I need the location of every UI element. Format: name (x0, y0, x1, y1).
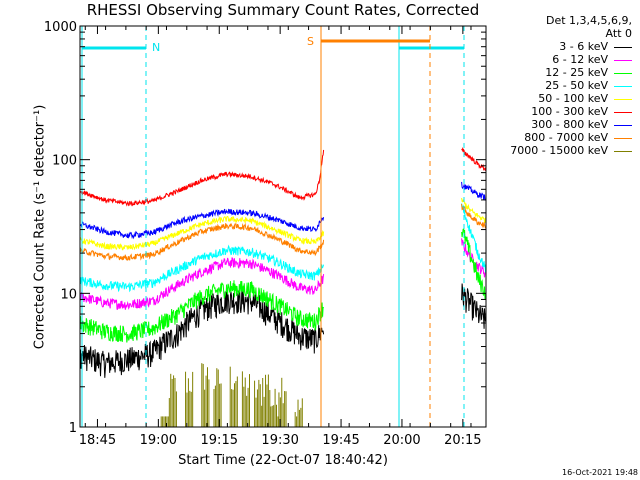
legend-entry: 300 - 800 keV (510, 118, 632, 131)
x-axis-label: Start Time (22-Oct-07 18:40:42) (178, 453, 388, 468)
legend-entry: 3 - 6 keV (510, 40, 632, 53)
legend: Det 1,3,4,5,6,9, Att 0 3 - 6 keV 6 - 12 k… (510, 14, 632, 157)
legend-label: 800 - 7000 keV (524, 131, 608, 144)
y-axis-label: Corrected Count Rate (s⁻¹ detector⁻¹) (32, 104, 48, 350)
legend-label: 12 - 25 keV (545, 66, 608, 79)
series-line-after-4 (461, 197, 486, 224)
legend-swatch (614, 150, 632, 152)
y-tick-label: 100 (52, 154, 77, 169)
x-tick-label: 19:45 (322, 433, 359, 448)
saa-marker-label: S (307, 35, 314, 48)
series-line-before-5 (79, 149, 325, 207)
series-line-before-4 (79, 215, 325, 251)
legend-label: 25 - 50 keV (545, 79, 608, 92)
legend-swatch (614, 72, 632, 74)
legend-swatch (614, 98, 632, 100)
series-line-after-2 (461, 227, 486, 300)
legend-label: 300 - 800 keV (531, 118, 608, 131)
axes-layer: 1 10 100 1000 18:45 19:00 19:15 19:30 19:45 20:00… (44, 20, 486, 448)
legend-label: 6 - 12 keV (552, 53, 608, 66)
series-line-before-1 (79, 257, 325, 310)
x-tick-label: 20:00 (383, 433, 420, 448)
legend-swatch (614, 137, 632, 139)
legend-swatch (614, 111, 632, 113)
legend-label: 7000 - 15000 keV (510, 144, 608, 157)
legend-header-line-1: Det 1,3,4,5,6,9, (545, 14, 632, 27)
legend-swatch (614, 85, 632, 87)
series-line-before-7 (79, 222, 325, 261)
y-tick-label: 1000 (44, 20, 77, 35)
series-line-after-0 (461, 283, 486, 329)
series-line-before-6 (79, 208, 325, 240)
timestamp-footer: 16-Oct-2021 19:48 (562, 468, 638, 477)
legend-entry: 6 - 12 keV (510, 53, 632, 66)
y-tick-label: 10 (60, 287, 77, 302)
series-line-before-3 (79, 244, 325, 293)
series-line-before-0 (79, 289, 325, 378)
legend-entry: 100 - 300 keV (510, 105, 632, 118)
chart-title: RHESSI Observing Summary Count Rates, Co… (86, 1, 480, 19)
x-tick-label: 18:45 (79, 433, 116, 448)
x-tick-label: 19:30 (261, 433, 298, 448)
series-line-before-2 (79, 280, 325, 343)
x-tick-label: 19:15 (201, 433, 238, 448)
plot-frame (79, 25, 487, 428)
y-tick-label: 1 (69, 421, 77, 436)
series-line-after-6 (461, 181, 486, 201)
series-line-after-5 (461, 146, 486, 172)
legend-entry: 12 - 25 keV (510, 66, 632, 79)
series-line-after-1 (461, 238, 486, 278)
legend-entry: 7000 - 15000 keV (510, 144, 632, 157)
legend-label: 50 - 100 keV (538, 92, 608, 105)
series-line-after-3 (461, 203, 486, 273)
legend-entry: 25 - 50 keV (510, 79, 632, 92)
legend-label: 3 - 6 keV (559, 40, 608, 53)
x-tick-label: 20:15 (444, 433, 481, 448)
legend-header-line-2: Att 0 (605, 27, 632, 40)
legend-swatch (614, 46, 632, 48)
legend-swatch (614, 124, 632, 126)
legend-label: 100 - 300 keV (531, 105, 608, 118)
legend-entry: 50 - 100 keV (510, 92, 632, 105)
x-tick-label: 19:00 (140, 433, 177, 448)
night-marker-label: N (152, 41, 160, 54)
legend-swatch (614, 59, 632, 61)
series-line-after-7 (461, 203, 486, 229)
series-layer (79, 146, 486, 427)
legend-entry: 800 - 7000 keV (510, 131, 632, 144)
